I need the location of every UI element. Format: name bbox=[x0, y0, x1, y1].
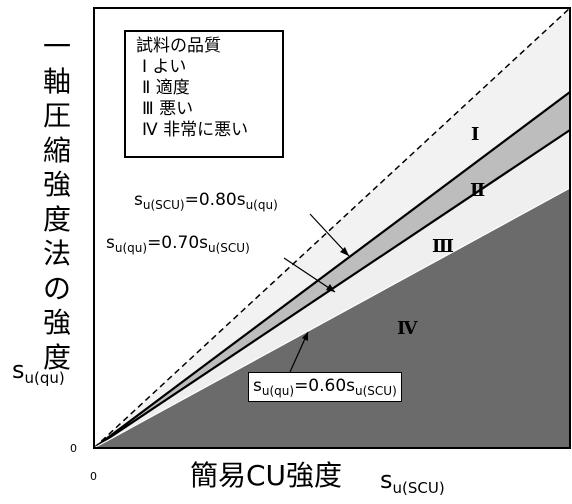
equation-060: su(qu)=0.60su(SCU) bbox=[248, 372, 402, 402]
zone-label-i: Ⅰ bbox=[471, 124, 480, 145]
x-axis-title: 簡易CU強度 bbox=[190, 459, 343, 492]
arrowhead-070 bbox=[326, 284, 335, 292]
legend-item: Ⅲ 悪い bbox=[142, 99, 194, 119]
y-axis-title-char: 度 bbox=[42, 202, 71, 236]
x-axis-symbol: su(SCU) bbox=[380, 466, 445, 497]
zone-label-iii: Ⅲ bbox=[432, 236, 454, 257]
equation-080: su(SCU)=0.80su(qu) bbox=[134, 190, 278, 212]
equation-070: su(qu)=0.70su(SCU) bbox=[106, 233, 250, 255]
x-axis-origin: 0 bbox=[90, 470, 97, 483]
zone-label-iv: Ⅳ bbox=[397, 318, 418, 339]
arrow-070 bbox=[283, 257, 336, 293]
legend-title: 試料の品質 bbox=[136, 36, 221, 56]
y-axis-title: 一 軸 圧 縮 強 度 法 の 強 度 bbox=[42, 30, 72, 375]
y-axis-title-char: 縮 bbox=[42, 133, 71, 167]
y-axis-origin: 0 bbox=[70, 442, 77, 455]
line-060 bbox=[93, 187, 571, 449]
y-axis-title-char: 強 bbox=[42, 306, 71, 339]
y-axis-title-char: 法 bbox=[42, 237, 71, 270]
legend-item: Ⅰ よい bbox=[142, 57, 187, 77]
y-axis-title-char: 強 bbox=[42, 168, 71, 201]
plot-frame bbox=[93, 7, 571, 449]
line-1-to-1-dashed bbox=[93, 7, 571, 449]
y-axis-title-char: 軸 bbox=[42, 64, 71, 98]
arrowhead-080 bbox=[340, 247, 349, 256]
arrow-080 bbox=[309, 213, 350, 257]
legend-box: 試料の品質 Ⅰ よい Ⅱ 適度 Ⅲ 悪い Ⅳ 非常に悪い bbox=[124, 30, 284, 158]
y-axis-title-char: の bbox=[42, 271, 71, 305]
y-axis-title-char: 一 bbox=[42, 30, 71, 63]
legend-item: Ⅳ 非常に悪い bbox=[142, 120, 249, 140]
legend-item: Ⅱ 適度 bbox=[142, 78, 190, 98]
y-axis-title-char: 圧 bbox=[42, 99, 71, 132]
line-080 bbox=[93, 91, 571, 449]
y-axis-symbol: su(qu) bbox=[12, 356, 65, 387]
zone-label-ii: Ⅱ bbox=[470, 180, 486, 201]
arrowhead-060 bbox=[302, 332, 308, 341]
y-axis-title-char: 度 bbox=[42, 340, 71, 374]
